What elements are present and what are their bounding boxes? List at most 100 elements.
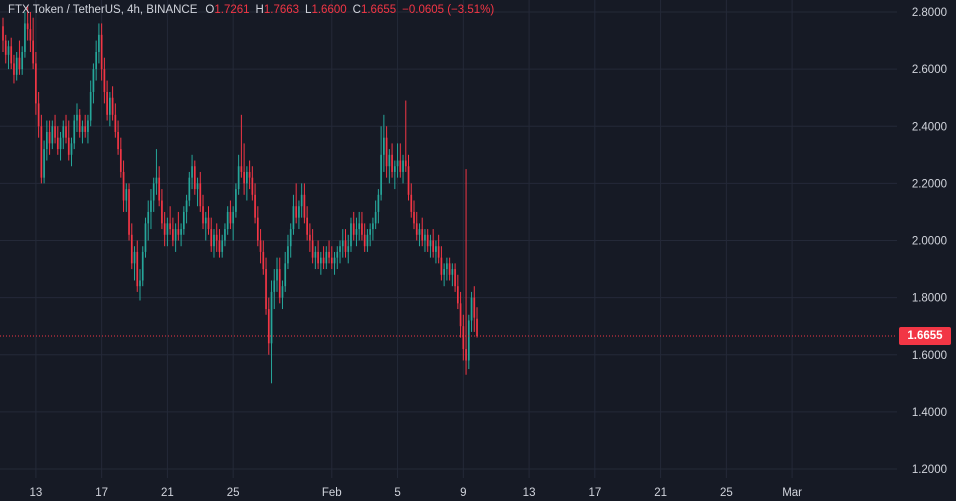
- y-tick-label: 2.0000: [912, 236, 947, 248]
- candle-body: [114, 114, 117, 132]
- open-value: 1.7261: [214, 4, 250, 16]
- candle-body: [65, 126, 67, 138]
- candle-body: [352, 223, 355, 235]
- candle-body: [440, 257, 443, 275]
- candle-body: [470, 297, 473, 321]
- candle-body: [139, 280, 141, 287]
- y-tick-label: 1.4000: [912, 407, 947, 419]
- candle-body: [81, 126, 84, 132]
- candle-body: [246, 171, 248, 184]
- candle-body: [84, 126, 87, 132]
- candle-body: [199, 183, 202, 207]
- candle-body: [147, 211, 150, 224]
- candle-body: [48, 131, 51, 144]
- candle-body: [26, 23, 29, 30]
- candle-body: [232, 211, 235, 224]
- symbol-title[interactable]: FTX Token / TetherUS, 4h, BINANCE: [8, 4, 198, 16]
- candle-body: [185, 200, 188, 212]
- candle-body: [18, 57, 21, 70]
- candle-body: [303, 194, 306, 218]
- candle-body: [188, 177, 191, 201]
- candle-body: [267, 309, 270, 344]
- candle-body: [215, 234, 218, 241]
- candle-body: [210, 229, 213, 247]
- candle-body: [196, 183, 199, 190]
- x-tick-label: 25: [720, 487, 733, 499]
- candle-body: [152, 183, 155, 201]
- candle-body: [314, 251, 317, 258]
- candle-body: [40, 126, 43, 178]
- candle-body: [24, 23, 26, 52]
- candle-body: [78, 114, 81, 132]
- candle-body: [4, 40, 7, 55]
- y-tick-label: 1.2000: [912, 464, 947, 476]
- candle-body: [339, 246, 341, 252]
- candle-body: [319, 257, 322, 264]
- candle-body: [106, 91, 108, 115]
- candle-body: [235, 189, 237, 212]
- candle-body: [418, 229, 421, 235]
- candle-body: [177, 229, 180, 235]
- candle-body: [193, 166, 196, 190]
- candle-body: [437, 246, 440, 258]
- candle-body: [270, 291, 273, 344]
- candle-body: [459, 303, 462, 327]
- candle-body: [35, 63, 37, 104]
- candle-body: [350, 223, 352, 247]
- candle-body: [413, 211, 415, 224]
- candle-body: [144, 223, 147, 252]
- candle-body: [141, 251, 144, 281]
- y-tick-label: 1.6000: [912, 350, 947, 362]
- candle-body: [432, 240, 435, 252]
- candle-body: [369, 229, 372, 235]
- candle-body: [317, 251, 319, 264]
- candle-body: [344, 240, 347, 252]
- candle-body: [322, 257, 325, 264]
- candle-body: [358, 223, 361, 230]
- candle-body: [341, 240, 344, 247]
- candle-body: [59, 137, 62, 150]
- candle-body: [456, 286, 459, 304]
- candle-body: [237, 166, 240, 190]
- candle-body: [361, 223, 363, 235]
- x-tick-label: 21: [654, 487, 667, 499]
- x-tick-label: 9: [460, 487, 466, 499]
- high-label: H: [255, 4, 264, 16]
- y-tick-label: 2.6000: [912, 64, 947, 76]
- candle-body: [103, 69, 106, 92]
- candle-body: [421, 229, 424, 241]
- candle-body: [284, 263, 287, 287]
- candle-body: [372, 223, 374, 230]
- y-tick-label: 2.4000: [912, 121, 947, 133]
- candle-body: [150, 200, 152, 212]
- candle-body: [161, 200, 163, 224]
- candle-body: [377, 194, 380, 212]
- candle-body: [111, 97, 114, 115]
- candle-body: [454, 269, 456, 287]
- x-tick-label: 21: [161, 487, 174, 499]
- candle-body: [298, 206, 300, 218]
- candle-body: [451, 269, 454, 275]
- candle-body: [407, 166, 410, 195]
- candle-body: [172, 229, 174, 241]
- candle-body: [380, 154, 382, 195]
- candle-body: [462, 326, 465, 350]
- candle-body: [136, 251, 139, 287]
- candle-body: [446, 263, 448, 270]
- candle-body: [213, 234, 215, 247]
- candle-body: [128, 189, 130, 235]
- candle-body: [163, 223, 166, 235]
- candle-body: [226, 211, 229, 230]
- candle-body: [273, 280, 276, 292]
- x-tick-label: Feb: [322, 487, 342, 499]
- candle-body: [265, 269, 267, 310]
- candle-body: [325, 251, 328, 264]
- candle-body: [435, 246, 437, 252]
- candle-body: [240, 166, 243, 172]
- candle-body: [259, 240, 262, 252]
- candle-body: [443, 269, 445, 275]
- candle-body: [98, 34, 100, 52]
- low-value: 1.6600: [311, 4, 347, 16]
